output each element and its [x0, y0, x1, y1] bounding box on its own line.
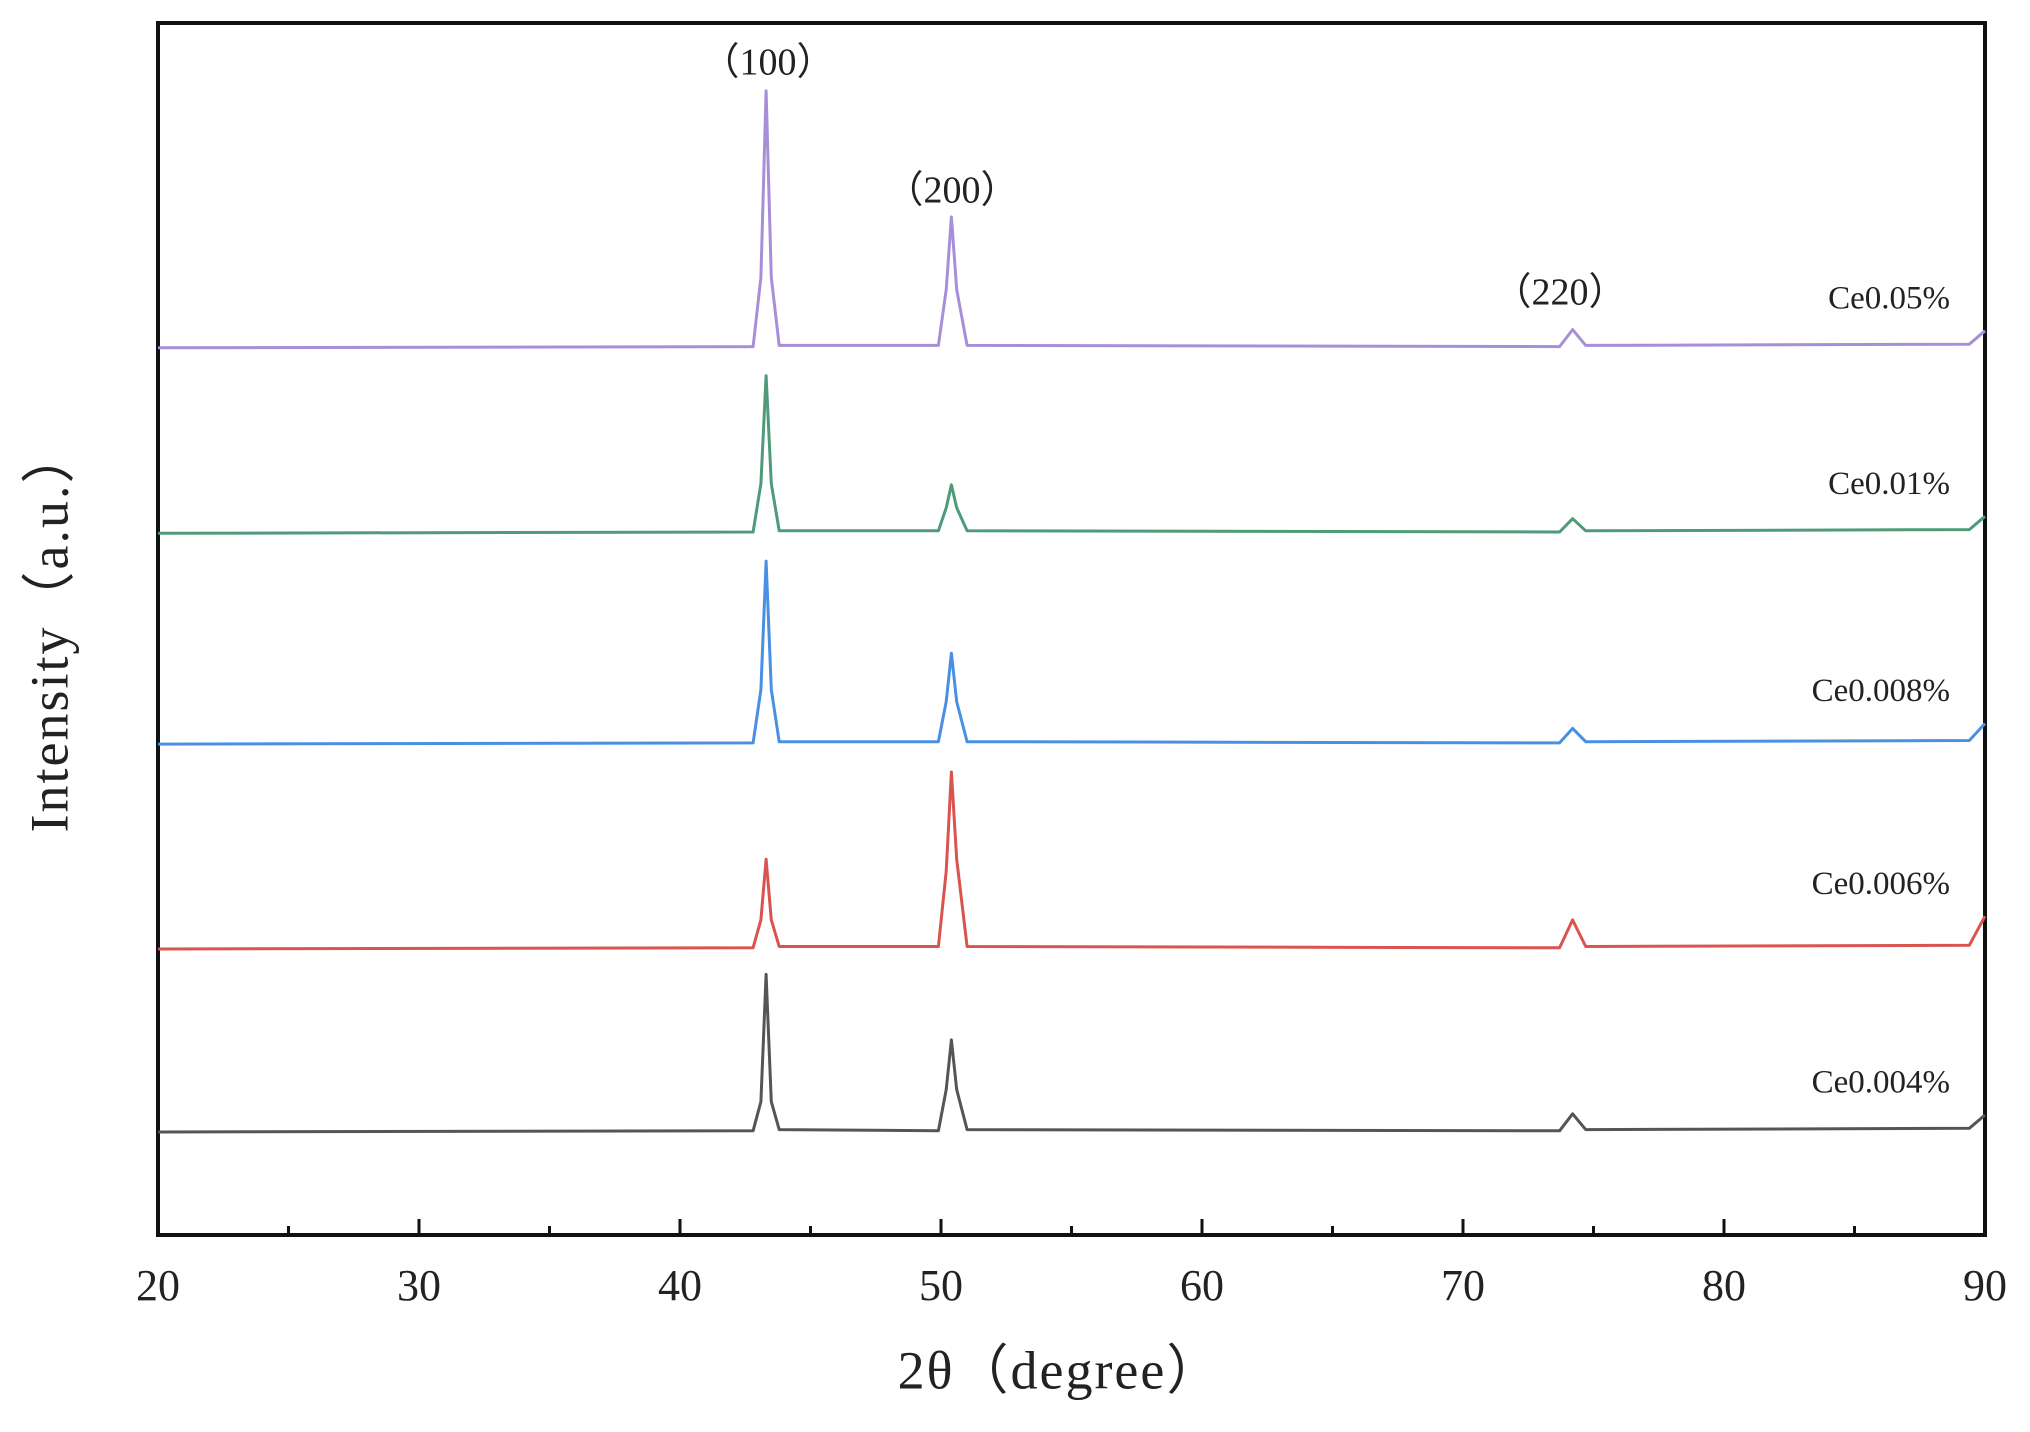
series-line [157, 374, 1986, 535]
peak-annotation: （200） [885, 170, 1018, 212]
series-label: Ce0.05% [1828, 280, 1950, 316]
x-tick-label: 40 [658, 1261, 702, 1310]
x-tick-label: 20 [136, 1261, 180, 1310]
x-tick-label: 80 [1702, 1261, 1746, 1310]
series-label: Ce0.01% [1828, 466, 1950, 502]
peak-annotation: （100） [701, 42, 834, 84]
series-label: Ce0.006% [1812, 866, 1950, 902]
x-tick-label: 90 [1963, 1261, 2007, 1310]
series-line [157, 770, 1987, 951]
x-tick-label: 50 [919, 1261, 963, 1310]
series-line [157, 559, 1987, 746]
series-label: Ce0.004% [1812, 1065, 1950, 1101]
x-axis-label: 2θ（degree） [898, 1340, 1223, 1400]
plot-frame [156, 21, 1987, 1237]
series-line [157, 972, 1986, 1134]
y-axis-label: Intensity（a.u.） [19, 428, 79, 833]
series-label: Ce0.008% [1812, 673, 1950, 709]
x-tick-label: 30 [397, 1261, 441, 1310]
x-tick-label: 70 [1441, 1261, 1485, 1310]
series-line [157, 89, 1986, 350]
x-tick-label: 60 [1180, 1261, 1224, 1310]
peak-annotation: （220） [1493, 272, 1626, 314]
